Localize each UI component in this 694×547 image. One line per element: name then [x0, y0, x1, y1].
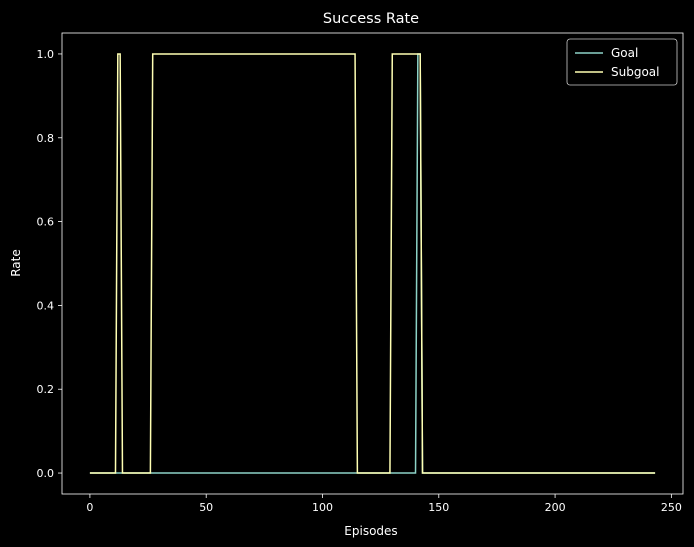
- y-tick-label: 0.8: [37, 132, 55, 145]
- y-tick-label: 0.4: [37, 299, 55, 312]
- y-tick-label: 0.0: [37, 467, 55, 480]
- y-tick-label: 1.0: [37, 48, 55, 61]
- x-tick-label: 200: [545, 501, 566, 514]
- x-tick-label: 100: [312, 501, 333, 514]
- legend-label-subgoal: Subgoal: [611, 65, 660, 79]
- x-tick-label: 250: [661, 501, 682, 514]
- plot-frame: [61, 32, 684, 495]
- x-tick-label: 0: [86, 501, 93, 514]
- legend-box: [566, 38, 678, 86]
- x-tick-label: 150: [428, 501, 449, 514]
- x-axis-label: Episodes: [344, 524, 397, 538]
- y-axis-label: Rate: [9, 249, 23, 277]
- x-tick-label: 50: [199, 501, 213, 514]
- y-tick-label: 0.6: [37, 216, 55, 229]
- plot-area: 0 50 100 150 200 250 0.0 0.2 0.4 0.6 0.8 1.0 Goal Sub…: [37, 32, 684, 514]
- series-line-subgoal: [89, 53, 656, 474]
- legend-label-goal: Goal: [611, 46, 638, 60]
- chart-title: Success Rate: [323, 11, 419, 27]
- y-tick-label: 0.2: [37, 383, 55, 396]
